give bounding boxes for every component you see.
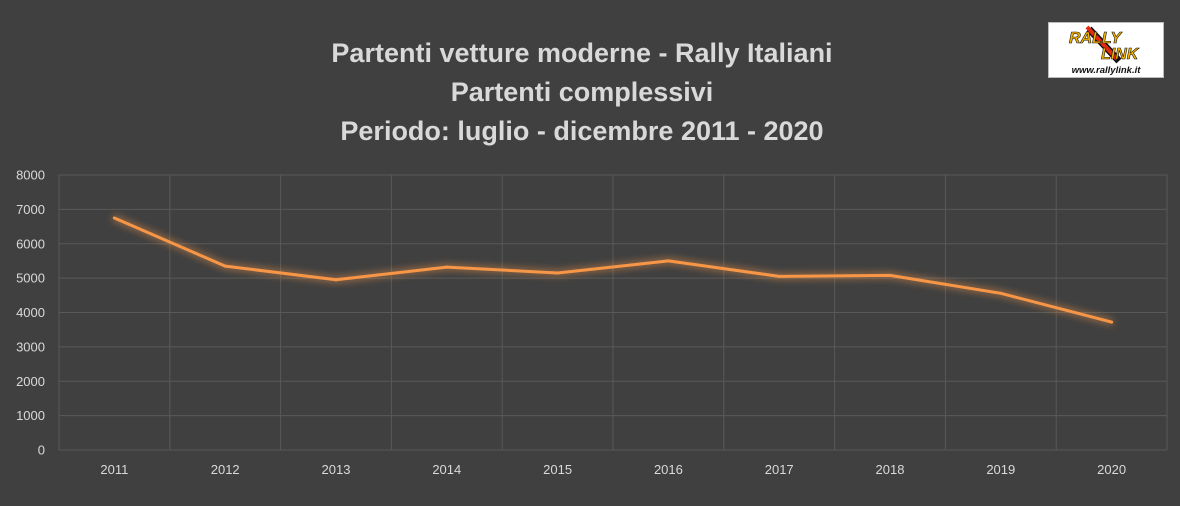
x-tick-label: 2017 [765, 462, 794, 477]
data-point [666, 259, 670, 263]
x-axis-ticks: 2011 2012 2013 2014 2015 2016 2017 2018 2019 2020 [100, 462, 1126, 477]
x-tick-label: 2012 [211, 462, 240, 477]
logo-url: www.rallylink.it [1072, 65, 1142, 76]
x-tick-label: 2013 [322, 462, 351, 477]
data-point [445, 265, 449, 269]
x-tick-label: 2019 [986, 462, 1015, 477]
data-point [556, 271, 560, 275]
x-tick-label: 2020 [1097, 462, 1126, 477]
rallylink-logo: RALLY LINK www.rallylink.it [1048, 22, 1164, 78]
y-tick-label: 0 [38, 443, 45, 458]
y-tick-label: 8000 [16, 168, 45, 183]
chart-title-line-3: Periodo: luglio - dicembre 2011 - 2020 [340, 116, 824, 146]
data-point [999, 291, 1003, 295]
data-point [223, 264, 227, 268]
y-tick-label: 6000 [16, 236, 45, 251]
chart-title-line-2: Partenti complessivi [450, 77, 714, 107]
gridlines [58, 174, 1168, 451]
y-tick-label: 5000 [16, 271, 45, 286]
y-tick-label: 1000 [16, 408, 45, 423]
data-point [1110, 320, 1114, 324]
chart-title: Partenti vetture moderne - Rally Italian… [0, 34, 1164, 151]
y-tick-label: 2000 [16, 374, 45, 389]
y-tick-label: 3000 [16, 339, 45, 354]
data-point [334, 278, 338, 282]
logo-text-link: LINK [1101, 46, 1140, 63]
y-axis-ticks: 0 1000 2000 3000 4000 5000 6000 7000 8000 [16, 168, 45, 458]
logo-swoosh-red [1085, 25, 1119, 61]
x-tick-label: 2014 [432, 462, 461, 477]
x-tick-label: 2016 [654, 462, 683, 477]
chart-title-line-1: Partenti vetture moderne - Rally Italian… [331, 38, 833, 68]
x-tick-label: 2018 [876, 462, 905, 477]
x-tick-label: 2015 [543, 462, 572, 477]
y-tick-label: 4000 [16, 305, 45, 320]
series-line [112, 216, 1114, 324]
series-layer [112, 216, 1114, 324]
data-point [888, 273, 892, 277]
x-tick-label: 2011 [100, 462, 128, 477]
data-point [777, 274, 781, 278]
y-tick-label: 7000 [16, 202, 45, 217]
data-point [112, 216, 116, 220]
logo-text-rally: RALLY [1069, 30, 1122, 47]
